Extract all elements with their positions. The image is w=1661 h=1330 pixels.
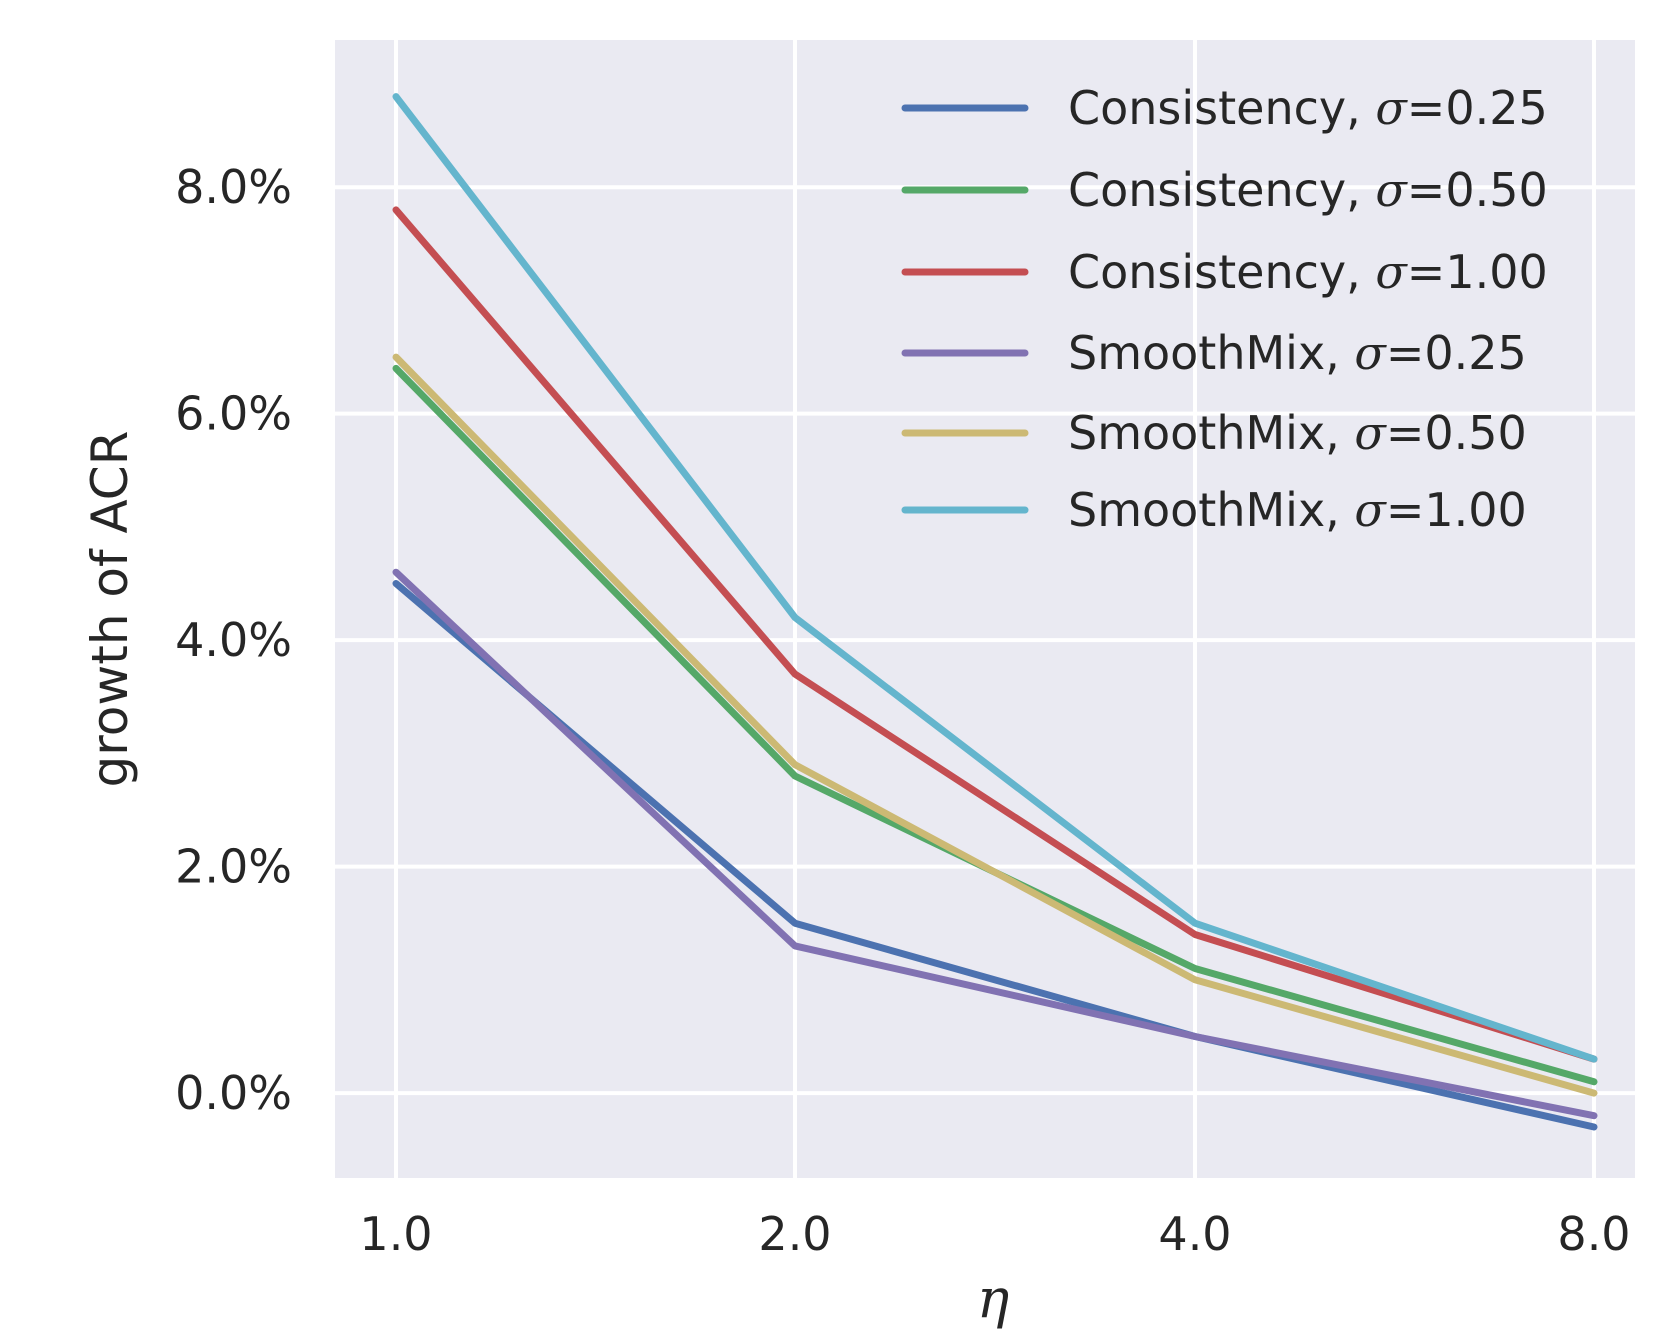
y-tick-label: 0.0% [175, 1066, 292, 1120]
x-tick-label: 2.0 [758, 1207, 831, 1261]
series-line-6 [392, 93, 1598, 1063]
series-line-4 [392, 568, 1598, 1120]
x-axis-label: η [977, 1267, 1009, 1330]
x-tick-label: 4.0 [1158, 1207, 1231, 1261]
series-line-3 [392, 206, 1598, 1063]
legend-entry-label: SmoothMix, σ=0.25 [1068, 326, 1527, 380]
x-tick-label: 1.0 [359, 1207, 432, 1261]
legend-entry-label: SmoothMix, σ=1.00 [1068, 483, 1527, 537]
x-tick-label: 8.0 [1557, 1207, 1630, 1261]
x-tick-labels: 1.0 2.0 4.0 8.0 [359, 1207, 1630, 1261]
legend-entry-label: Consistency, σ=0.50 [1068, 163, 1548, 217]
legend: Consistency, σ=0.25 Consistency, σ=0.50 Co… [901, 81, 1548, 537]
legend-entry-label: SmoothMix, σ=0.50 [1068, 406, 1527, 460]
series-group [392, 93, 1598, 1131]
y-tick-label: 6.0% [175, 387, 292, 441]
y-tick-label: 8.0% [175, 160, 292, 214]
y-tick-label: 4.0% [175, 613, 292, 667]
y-tick-label: 2.0% [175, 840, 292, 894]
series-line-1 [392, 580, 1598, 1131]
legend-entry-label: Consistency, σ=1.00 [1068, 245, 1548, 299]
y-axis-label: growth of ACR [81, 431, 139, 788]
y-tick-labels: 0.0% 2.0% 4.0% 6.0% 8.0% [175, 160, 292, 1120]
legend-entry-label: Consistency, σ=0.25 [1068, 81, 1548, 135]
series-line-5 [392, 353, 1598, 1097]
